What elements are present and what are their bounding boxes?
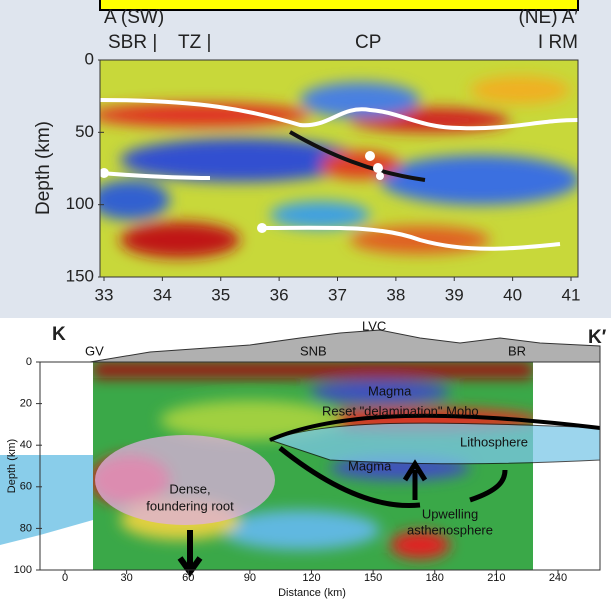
- section-label: K: [52, 324, 66, 345]
- x-tick-label: 180: [426, 572, 444, 584]
- region-label: I RM: [538, 32, 578, 53]
- top-image: [100, 60, 578, 277]
- moho-line: [269, 413, 601, 442]
- x-tick-label: 34: [153, 285, 172, 304]
- x-tick-label: 41: [562, 285, 581, 304]
- y-tick-label: 60: [20, 481, 32, 493]
- x-tick-label: 33: [95, 285, 114, 304]
- y-tick-label: 50: [75, 122, 94, 141]
- slab: [0, 455, 93, 545]
- section-label: K′: [588, 327, 607, 348]
- annotation: foundering root: [146, 498, 234, 513]
- x-tick-label: 30: [121, 572, 133, 584]
- x-tick-label: 36: [270, 285, 289, 304]
- region-label: CP: [355, 32, 381, 53]
- bottom-frame: [39, 361, 601, 571]
- arrow: [469, 469, 508, 503]
- x-tick-label: 37: [328, 285, 347, 304]
- bottom-axes: 0 30 60 90 120 150 180 210 240 0 20 40 60 80 100: [14, 356, 568, 584]
- x-tick-label: 90: [244, 572, 256, 584]
- y-tick-label: 100: [66, 194, 94, 213]
- annotation: Upwelling: [422, 506, 478, 521]
- annotation: Dense,: [169, 481, 210, 496]
- y-tick-label: 20: [20, 398, 32, 410]
- arrow: [402, 459, 428, 500]
- annotation: Lithosphere: [460, 434, 528, 449]
- y-tick-label: 100: [14, 564, 32, 576]
- y-tick-label: 40: [20, 439, 32, 451]
- y-tick-label: 80: [20, 522, 32, 534]
- x-tick-label: 0: [62, 572, 68, 584]
- annotation: Magma: [348, 458, 392, 473]
- x-tick-label: 39: [445, 285, 464, 304]
- region-label: LVC: [362, 318, 386, 333]
- x-tick-label: 40: [503, 285, 522, 304]
- x-axis-label: Distance (km): [278, 587, 346, 599]
- arrow: [278, 446, 421, 509]
- x-tick-label: 240: [549, 572, 567, 584]
- arrow: [177, 530, 203, 578]
- title-box: [99, 0, 579, 11]
- x-tick-label: 210: [487, 572, 505, 584]
- x-tick-label: 150: [364, 572, 382, 584]
- region-label: SBR |: [108, 32, 157, 53]
- x-tick-label: 38: [386, 285, 405, 304]
- annotation: Magma: [368, 383, 412, 398]
- section-label: A (SW): [104, 7, 164, 28]
- annotation: asthenosphere: [407, 522, 493, 537]
- region-label: BR: [508, 343, 526, 358]
- y-tick-label: 0: [85, 49, 94, 68]
- region-label: GV: [85, 343, 104, 358]
- annotation: Reset "delamination" Moho: [322, 403, 479, 418]
- y-tick-label: 150: [66, 266, 94, 285]
- x-tick-label: 60: [182, 572, 194, 584]
- y-tick-label: 0: [26, 356, 32, 368]
- top-frame: [99, 59, 579, 278]
- top-axes: 33 34 35 36 37 38 39 40 41 0 50 100 150: [66, 49, 581, 304]
- y-axis-label: Depth (km): [6, 439, 18, 493]
- x-tick-label: 120: [302, 572, 320, 584]
- y-axis-label: Depth (km): [33, 121, 54, 215]
- region-label: TZ |: [178, 32, 211, 53]
- region-label: SNB: [300, 343, 327, 358]
- topography: [40, 329, 601, 363]
- x-tick-label: 35: [211, 285, 230, 304]
- section-label: (NE) A′: [518, 7, 578, 28]
- dense-root: [95, 435, 275, 525]
